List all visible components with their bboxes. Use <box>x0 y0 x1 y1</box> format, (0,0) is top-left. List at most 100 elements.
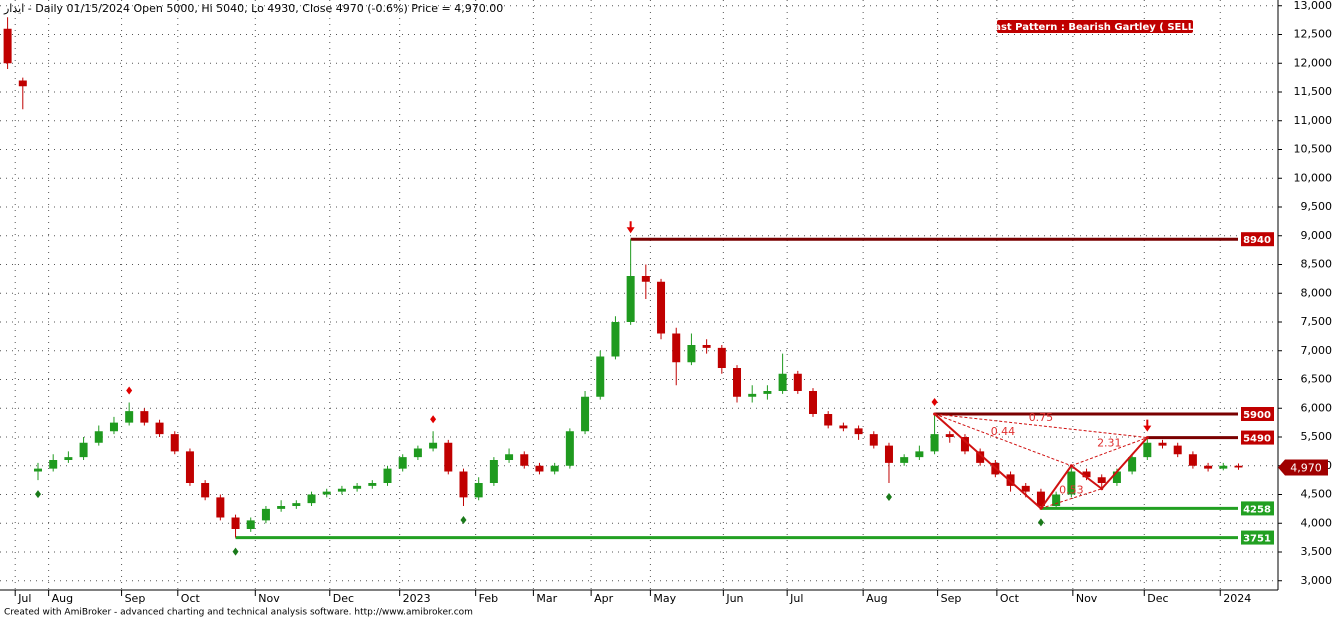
x-tick-label: Jul <box>17 592 31 605</box>
candle-body <box>64 457 73 460</box>
candle-body <box>869 434 878 446</box>
candle-body <box>641 276 650 282</box>
y-tick-label: 12,500 <box>1294 28 1333 41</box>
footer: Created with AmiBroker - advanced charti… <box>4 608 473 618</box>
candle-body <box>748 393 757 397</box>
ratio-label: 0.75 <box>1029 411 1054 424</box>
price-tag <box>1278 459 1328 476</box>
trough-marker <box>885 493 892 501</box>
candle-body <box>170 434 179 452</box>
candle-body <box>717 347 726 368</box>
ratio-label: 0.53 <box>1059 484 1084 497</box>
x-tick-label: 2024 <box>1223 592 1251 605</box>
candle-body <box>824 414 833 426</box>
candle-body <box>459 471 468 498</box>
candle-body <box>231 517 240 529</box>
x-tick-label: May <box>653 592 676 605</box>
chart-title: ایدار - Daily 01/15/2024 Open 5000, Hi 5… <box>3 2 503 15</box>
y-tick-label: 13,000 <box>1294 0 1333 12</box>
pattern-leg <box>933 413 1042 510</box>
candle-body <box>368 483 377 486</box>
y-tick-label: 7,500 <box>1301 315 1333 328</box>
trough-marker <box>34 490 41 499</box>
candle-body <box>626 276 635 322</box>
level-box <box>1241 501 1274 516</box>
candle-body <box>596 356 605 397</box>
candle-body <box>353 485 362 489</box>
y-tick-label: 4,500 <box>1301 488 1333 501</box>
candle-body <box>1097 477 1106 483</box>
candle-body <box>398 457 407 469</box>
x-tick-label: Apr <box>594 592 614 605</box>
trough-marker <box>460 516 467 524</box>
candle-body <box>733 368 742 397</box>
candle-body <box>429 442 438 449</box>
level-label: 5900 <box>1243 410 1271 421</box>
x-tick-label: Feb <box>479 592 498 605</box>
candle-body <box>1143 442 1152 458</box>
x-tick-label: Oct <box>181 592 201 605</box>
candle-body <box>140 411 149 423</box>
candle-body <box>1158 442 1167 446</box>
y-tick-label: 8,500 <box>1301 258 1333 271</box>
x-tick-label: Dec <box>333 592 354 605</box>
candle-body <box>702 345 711 348</box>
level-label: 8940 <box>1243 235 1271 246</box>
level-label: 3751 <box>1243 534 1271 545</box>
candle-body <box>246 520 255 529</box>
candle-body <box>216 497 225 518</box>
y-tick-label: 11,500 <box>1294 85 1333 98</box>
candle-body <box>884 445 893 463</box>
candle-body <box>322 491 331 495</box>
x-tick-label: Nov <box>1076 592 1098 605</box>
y-tick-label: 9,000 <box>1301 229 1333 242</box>
y-tick-label: 9,500 <box>1301 200 1333 213</box>
y-tick-label: 6,500 <box>1301 373 1333 386</box>
candle-body <box>976 451 985 463</box>
y-tick-label: 6,000 <box>1301 401 1333 414</box>
candle-body <box>672 333 681 363</box>
sell-arrow <box>626 221 635 234</box>
candle-body <box>1112 471 1121 483</box>
candle-body <box>383 468 392 483</box>
candle-body <box>915 451 924 458</box>
candle-body <box>1204 465 1213 469</box>
candle-body <box>489 460 498 483</box>
candle-body <box>261 508 270 521</box>
y-tick-label: 11,000 <box>1294 114 1333 127</box>
candle-body <box>155 422 164 435</box>
y-tick-label: 7,000 <box>1301 344 1333 357</box>
candle-body <box>808 391 817 414</box>
candle-body <box>201 483 210 498</box>
x-tick-label: Dec <box>1147 592 1168 605</box>
candle-body <box>109 422 118 432</box>
candle-body <box>474 483 483 498</box>
ratio-line <box>1071 437 1148 467</box>
price-tag-label: 4,970 <box>1290 461 1322 474</box>
candle-body <box>854 428 863 435</box>
y-tick-label: 4,000 <box>1301 516 1333 529</box>
candle-body <box>520 454 529 466</box>
candle-body <box>1036 491 1045 506</box>
ratio-label: 0.44 <box>991 425 1016 438</box>
x-tick-label: Sep <box>941 592 962 605</box>
candle-body <box>763 391 772 394</box>
y-tick-label: 8,000 <box>1301 286 1333 299</box>
candle-body <box>125 411 134 423</box>
candle-body <box>413 448 422 458</box>
ratio-line <box>1040 488 1102 509</box>
peak-marker <box>430 415 437 424</box>
y-tick-label: 10,500 <box>1294 143 1333 156</box>
candle-body <box>930 434 939 452</box>
sell-arrow <box>1143 419 1152 432</box>
candle-body <box>565 431 574 466</box>
candle-body <box>839 425 848 429</box>
candle-body <box>550 465 559 472</box>
candle-body <box>1052 494 1061 506</box>
pattern-leg <box>1070 464 1103 490</box>
x-tick-label: Mar <box>536 592 557 605</box>
peak-marker <box>126 386 133 395</box>
x-tick-label: Jun <box>725 592 743 605</box>
x-tick-label: 2023 <box>403 592 431 605</box>
